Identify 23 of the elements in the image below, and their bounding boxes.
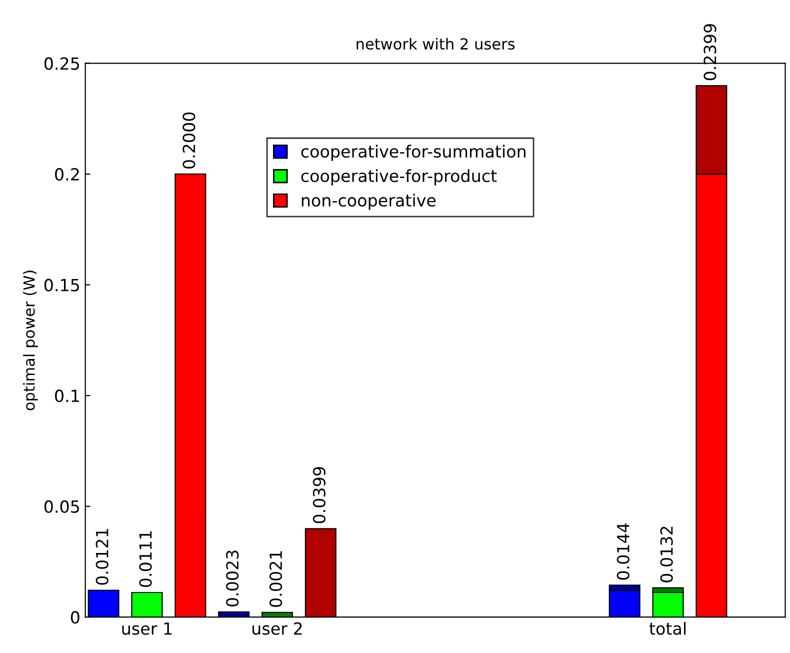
data-label: 0.0111 bbox=[139, 531, 152, 587]
y-tick-label: 0.1 bbox=[55, 390, 79, 402]
y-tick-label: 0.15 bbox=[44, 278, 80, 292]
data-label: 0.2000 bbox=[182, 112, 196, 169]
total-label: 0.0144 bbox=[616, 523, 630, 580]
y-tick-label: 0.2 bbox=[55, 168, 79, 181]
data-label: 0.0023 bbox=[226, 550, 239, 606]
data-label: 0.0121 bbox=[96, 529, 108, 585]
legend-label: non-cooperative bbox=[302, 194, 436, 210]
legend-label: cooperative-for-summation bbox=[301, 144, 526, 161]
y-tick-label: 0 bbox=[70, 611, 80, 624]
data-label: 0.0021 bbox=[269, 551, 282, 607]
y-axis-title: optimal power (W) bbox=[23, 270, 38, 410]
total-label: 0.2399 bbox=[704, 24, 716, 80]
y-tick-label: 0.25 bbox=[44, 57, 80, 70]
legend-label: cooperative-for-product bbox=[301, 169, 497, 186]
x-tick-label: user 2 bbox=[252, 622, 302, 635]
x-tick-label: user 1 bbox=[122, 622, 172, 635]
chart-title: network with 2 users bbox=[356, 38, 515, 50]
data-label: 0.0399 bbox=[312, 467, 326, 524]
x-tick-label: total bbox=[649, 622, 686, 635]
y-tick-label: 0.05 bbox=[44, 500, 80, 513]
total-label: 0.0132 bbox=[660, 526, 673, 582]
